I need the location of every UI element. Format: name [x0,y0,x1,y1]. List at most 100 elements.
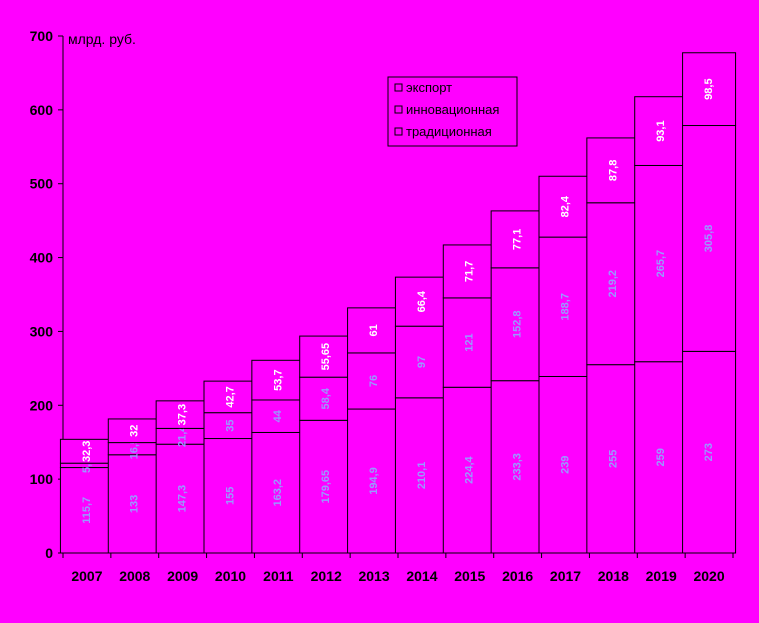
bar-segment [203,380,258,414]
data-label: 21,4 [177,425,189,447]
data-label: 273 [703,443,715,461]
data-label: 76 [368,375,380,387]
y-tick-label: 600 [30,102,54,118]
x-tick-label: 2009 [167,568,198,584]
data-label: 42,7 [224,386,236,407]
x-tick-label: 2011 [263,568,294,584]
bar-segment [347,307,402,354]
x-tick-label: 2018 [598,568,629,584]
bar-segment [299,376,354,421]
data-label: 71,7 [464,261,476,282]
y-tick-label: 200 [30,397,54,413]
legend-entry: экспорт [406,80,452,95]
bar-segment [634,96,689,166]
y-tick-label: 500 [30,176,54,192]
data-label: 35 [224,419,236,431]
bars: 115,75,932,313316,532147,321,437,3155354… [59,52,737,554]
bar-segment [251,431,306,554]
bar-segment [347,352,402,410]
data-label: 155 [224,487,236,505]
data-label: 32,3 [81,441,93,462]
data-label: 55,65 [320,343,332,371]
bar-segment [107,454,162,554]
bar-segment [442,297,497,388]
data-label: 61 [368,324,380,336]
data-label: 305,8 [703,225,715,253]
bar-segment [442,386,497,554]
bar-segment [682,52,737,127]
data-label: 133 [129,495,141,513]
data-label: 77,1 [512,229,524,250]
data-label: 93,1 [655,120,667,141]
data-label: 53,7 [272,369,284,390]
bar-segment [586,137,641,204]
bar-segment [299,335,354,378]
bar-segment [347,408,402,554]
y-tick-label: 400 [30,250,54,266]
y-tick-label: 0 [45,545,53,561]
data-label: 233,3 [512,453,524,481]
data-label: 259 [655,448,667,466]
bar-segment [538,375,593,554]
x-tick-label: 2012 [311,568,342,584]
data-label: 239 [559,456,571,474]
legend-entry: традиционная [406,124,492,139]
bar-segment [490,267,545,382]
bar-segment [394,325,449,399]
data-label: 115,7 [81,497,93,524]
x-tick-label: 2008 [119,568,150,584]
data-label: 152,8 [512,310,524,338]
legend-swatch [394,105,403,114]
y-tick-label: 100 [30,471,54,487]
x-tick-label: 2016 [502,568,533,584]
x-tick-label: 2020 [693,568,724,584]
bar-segment [442,244,497,299]
x-tick-label: 2019 [646,568,677,584]
bar-segment [682,350,737,554]
axes: 0 100 200 300 400 500 600 700 2007 2008 2009 2010 20… [30,28,734,584]
data-label: 58,4 [320,387,332,409]
bar-segment [490,380,545,554]
data-label: 121 [464,333,476,351]
data-label: 82,4 [559,195,571,217]
x-tick-label: 2013 [358,568,389,584]
y-tick-label: 300 [30,323,54,339]
legend-box [387,76,518,147]
data-label: 44 [272,409,284,422]
bar-segment [490,210,545,269]
x-tick-label: 2007 [71,568,102,584]
legend-entry: инновационная [406,102,499,117]
x-tick-label: 2010 [215,568,246,584]
data-label: 97 [416,356,428,368]
bar-segment [634,164,689,363]
bar-segment [155,400,210,429]
data-label: 66,4 [416,290,428,312]
x-tick-label: 2017 [550,568,581,584]
data-label: 194,9 [368,467,380,495]
data-label: 210,1 [416,462,428,490]
data-label: 265,7 [655,250,667,278]
legend: экспорт инновационная традиционная [387,76,518,147]
data-label: 188,7 [559,293,571,321]
data-label: 224,4 [464,455,476,483]
data-label: 32 [129,425,141,437]
bar-segment [394,276,449,327]
unit-label: млрд. руб. [68,31,136,47]
data-label: 37,3 [177,404,189,425]
x-tick-label: 2014 [406,568,437,584]
data-label: 163,2 [272,479,284,507]
bar-segment [251,359,306,401]
data-label: 87,8 [607,160,619,181]
legend-swatch [394,127,403,136]
x-tick-label: 2015 [454,568,485,584]
data-label: 179,65 [320,470,332,504]
bar-segment [203,412,258,440]
data-label: 219,2 [607,270,619,298]
data-label: 147,3 [177,485,189,513]
legend-swatch [394,83,403,92]
y-tick-label: 700 [30,28,54,44]
data-label: 16,5 [129,438,141,459]
bar-segment [203,438,258,554]
data-label: 98,5 [703,78,715,99]
